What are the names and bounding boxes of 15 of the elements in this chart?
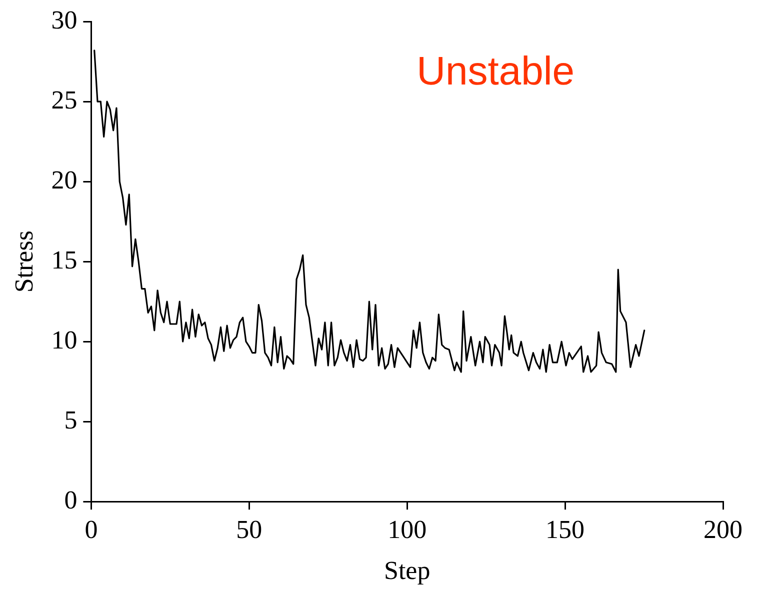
y-tick-label: 15 xyxy=(51,245,78,274)
x-axis-title: Step xyxy=(384,556,430,586)
y-axis-title: Stress xyxy=(9,230,38,293)
x-tick-label: 100 xyxy=(388,515,427,544)
y-tick-label: 0 xyxy=(64,485,78,514)
annotation: Unstable xyxy=(416,50,574,94)
y-tick-label: 20 xyxy=(51,165,78,194)
x-tick-label: 150 xyxy=(546,515,585,544)
y-tick-label: 10 xyxy=(51,325,78,354)
x-tick-label: 50 xyxy=(236,515,262,544)
x-tick-label: 0 xyxy=(84,515,98,544)
x-tick-label: 200 xyxy=(704,515,742,544)
y-tick-label: 25 xyxy=(51,85,78,114)
y-tick-label: 5 xyxy=(64,405,78,434)
y-tick-label: 30 xyxy=(51,5,78,34)
